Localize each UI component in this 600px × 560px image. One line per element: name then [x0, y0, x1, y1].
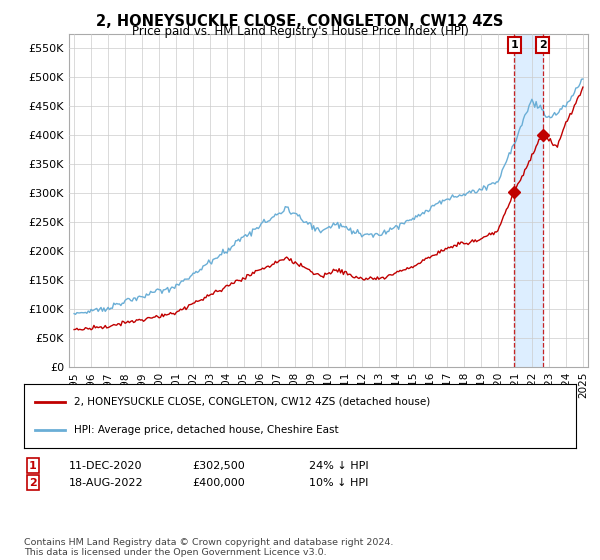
Text: 11-DEC-2020: 11-DEC-2020 [69, 461, 143, 471]
Text: 10% ↓ HPI: 10% ↓ HPI [309, 478, 368, 488]
Text: Contains HM Land Registry data © Crown copyright and database right 2024.
This d: Contains HM Land Registry data © Crown c… [24, 538, 394, 557]
Text: 2: 2 [29, 478, 37, 488]
Text: 2, HONEYSUCKLE CLOSE, CONGLETON, CW12 4ZS (detached house): 2, HONEYSUCKLE CLOSE, CONGLETON, CW12 4Z… [74, 396, 430, 407]
Text: 18-AUG-2022: 18-AUG-2022 [69, 478, 143, 488]
Text: Price paid vs. HM Land Registry's House Price Index (HPI): Price paid vs. HM Land Registry's House … [131, 25, 469, 38]
Text: 24% ↓ HPI: 24% ↓ HPI [309, 461, 368, 471]
Text: 2: 2 [539, 40, 547, 50]
Text: £400,000: £400,000 [192, 478, 245, 488]
Text: 1: 1 [511, 40, 518, 50]
Text: HPI: Average price, detached house, Cheshire East: HPI: Average price, detached house, Ches… [74, 425, 338, 435]
Bar [514, 34, 542, 367]
Text: £302,500: £302,500 [192, 461, 245, 471]
Text: 1: 1 [29, 461, 37, 471]
Text: 2, HONEYSUCKLE CLOSE, CONGLETON, CW12 4ZS: 2, HONEYSUCKLE CLOSE, CONGLETON, CW12 4Z… [97, 14, 503, 29]
